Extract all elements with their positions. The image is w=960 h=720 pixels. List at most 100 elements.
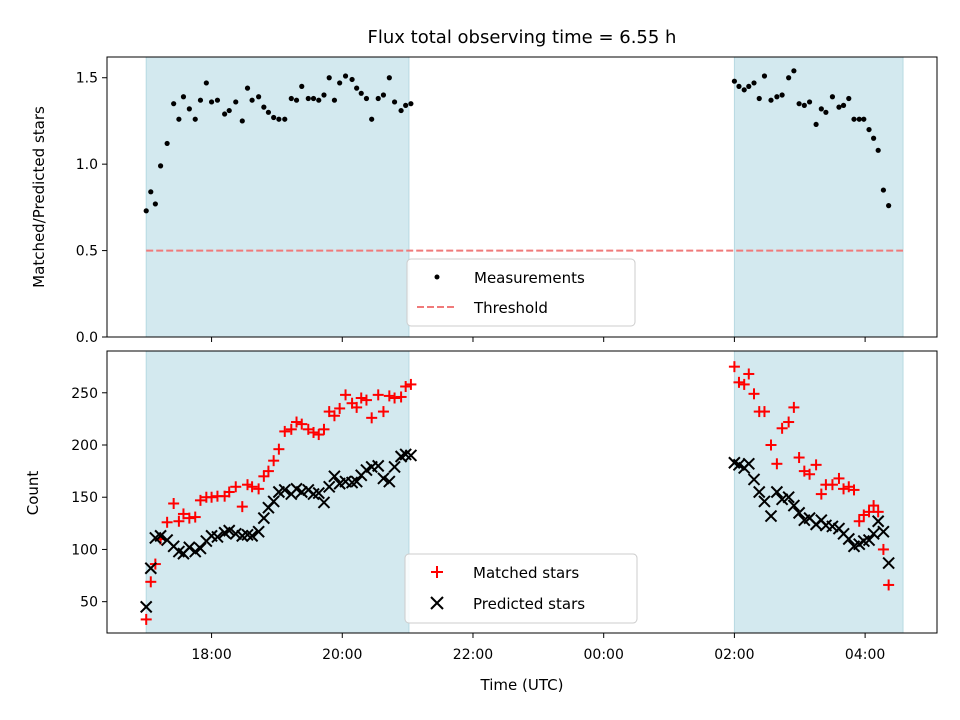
y-tick-label: 50 xyxy=(80,595,98,611)
matched-star-point xyxy=(776,422,788,434)
measurement-point xyxy=(326,75,332,81)
matched-star-point xyxy=(395,391,407,403)
observing-window-band xyxy=(145,56,410,338)
x-tick-label: 20:00 xyxy=(322,647,362,663)
predicted-star-point xyxy=(257,511,271,525)
measurement-point xyxy=(871,135,877,141)
measurement-point xyxy=(731,78,738,84)
matched-star-point xyxy=(340,389,352,401)
predicted-star-point xyxy=(154,529,167,543)
matched-star-point xyxy=(733,376,745,388)
measurement-point xyxy=(846,95,852,102)
matched-star-point xyxy=(253,483,265,495)
x-axis-label: Time (UTC) xyxy=(480,676,564,694)
measurement-point xyxy=(152,201,158,207)
predicted-star-point xyxy=(223,524,236,537)
measurement-point xyxy=(386,75,392,81)
predicted-star-point xyxy=(404,449,418,462)
x-tick-label: 18:00 xyxy=(191,647,231,663)
matched-star-point xyxy=(793,452,805,464)
measurement-point xyxy=(866,126,872,133)
measurement-point xyxy=(756,95,762,102)
legend-matched-marker xyxy=(431,566,443,578)
measurement-point xyxy=(801,102,807,108)
matched-star-point xyxy=(758,406,770,418)
predicted-star-point xyxy=(245,529,259,543)
measurement-point xyxy=(779,92,785,98)
ratio-y-axis-label: Matched/Predicted stars xyxy=(30,106,48,288)
measurement-point xyxy=(786,75,792,81)
x-tick-label: 02:00 xyxy=(714,647,754,663)
matched-star-point xyxy=(372,389,384,401)
measurement-point xyxy=(331,97,338,103)
legend-matched-label: Matched stars xyxy=(473,564,579,582)
measurement-point xyxy=(299,83,305,89)
measurement-point xyxy=(222,111,228,117)
matched-star-point xyxy=(291,416,303,428)
predicted-star-point xyxy=(383,475,396,488)
predicted-star-point xyxy=(862,533,876,547)
measurement-point xyxy=(880,187,887,193)
measurement-point xyxy=(761,73,768,79)
y-tick-label: 200 xyxy=(71,438,98,454)
legend-measurements-marker xyxy=(434,274,440,280)
matched-star-point xyxy=(236,501,248,513)
predicted-star-point xyxy=(877,525,890,538)
predicted-star-point xyxy=(252,525,265,538)
y-tick-label: 150 xyxy=(71,490,98,506)
matched-star-point xyxy=(848,484,860,496)
predicted-star-point xyxy=(782,491,795,504)
measurement-point xyxy=(823,109,829,115)
predicted-star-point xyxy=(267,495,280,508)
measurement-point xyxy=(818,106,824,112)
matched-star-point xyxy=(183,512,195,524)
count-panel: 50 100 150 200 250 18:00 20:00 22:00 00:00 02:00… xyxy=(24,350,938,694)
measurement-point xyxy=(233,99,239,105)
matched-star-point xyxy=(383,390,395,402)
measurement-point xyxy=(171,101,177,107)
measurement-point xyxy=(337,80,343,86)
matched-star-point xyxy=(748,388,760,400)
predicted-star-point xyxy=(144,562,157,575)
predicted-star-point xyxy=(792,506,806,520)
predicted-star-point xyxy=(211,530,224,544)
measurement-point xyxy=(358,90,364,96)
x-tick-label: 00:00 xyxy=(584,647,624,663)
matched-star-point xyxy=(804,468,816,480)
count-panel-frame xyxy=(106,350,938,634)
matched-star-point xyxy=(308,426,320,438)
measurement-point xyxy=(244,85,251,91)
matched-star-point xyxy=(771,458,783,470)
predicted-star-point xyxy=(882,556,895,570)
x-tick-label: 22:00 xyxy=(453,647,493,663)
predicted-star-point xyxy=(328,470,341,483)
matched-star-point xyxy=(738,378,750,390)
measurement-point xyxy=(164,140,170,147)
predicted-star-point xyxy=(312,486,325,500)
ratio-legend: Measurements Threshold xyxy=(406,258,636,327)
measurement-point xyxy=(408,101,414,107)
y-tick-label: 100 xyxy=(71,542,98,558)
chart-title: Flux total observing time = 6.55 h xyxy=(368,27,677,48)
predicted-star-point xyxy=(867,527,880,540)
matched-star-point xyxy=(318,423,330,435)
measurement-point xyxy=(197,97,204,103)
x-tick-label: 04:00 xyxy=(845,647,885,663)
predicted-star-point xyxy=(871,515,885,528)
matched-star-point xyxy=(405,378,417,390)
matched-star-point xyxy=(377,406,389,418)
measurement-point xyxy=(256,94,262,100)
matched-star-point xyxy=(833,472,845,484)
legend-measurements-label: Measurements xyxy=(474,269,585,287)
matched-star-point xyxy=(313,429,325,441)
measurement-point xyxy=(321,92,327,98)
measurement-point xyxy=(886,203,892,209)
matched-star-point xyxy=(853,515,865,527)
measurement-point xyxy=(774,94,780,100)
matched-star-point xyxy=(279,425,291,437)
matched-star-point xyxy=(328,410,340,422)
measurement-point xyxy=(342,73,349,79)
measurement-point xyxy=(349,76,355,83)
measurement-point xyxy=(288,95,294,102)
predicted-star-point xyxy=(183,541,196,554)
